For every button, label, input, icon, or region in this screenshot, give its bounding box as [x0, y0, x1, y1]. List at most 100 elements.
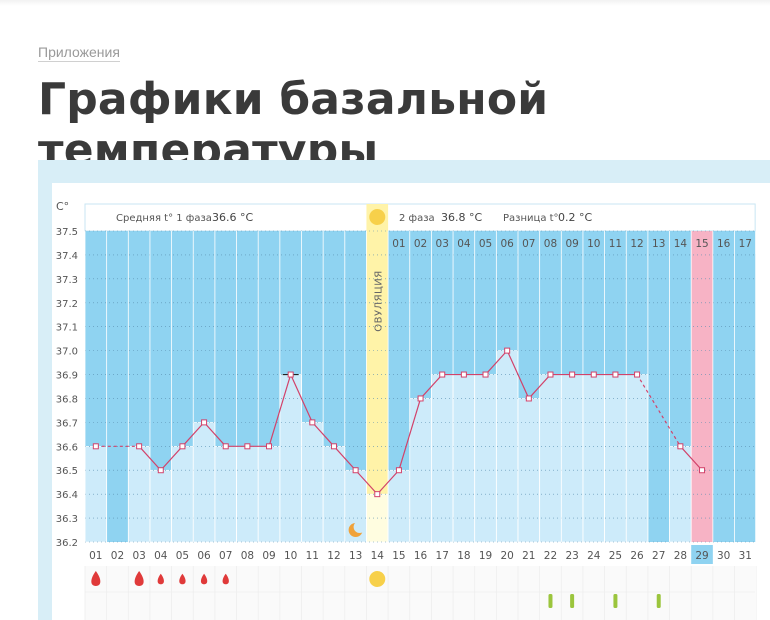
temp-point-day-06: [201, 419, 208, 426]
line-segment: [528, 374, 551, 399]
grid-lines: [84, 230, 757, 620]
ovulation-column: [366, 204, 389, 542]
temp-point-day-29: [699, 467, 706, 474]
y-tick-37.4: 37.4: [56, 251, 78, 262]
line-segment: [268, 374, 292, 447]
phase2-day-04: 04: [457, 238, 471, 250]
y-tick-37.2: 37.2: [56, 299, 78, 310]
temp-column-day-16: [409, 398, 432, 543]
temp-point-day-23: [569, 371, 576, 378]
y-tick-37.5: 37.5: [56, 227, 78, 238]
y-tick-36.4: 36.4: [56, 490, 78, 501]
blood-drop-icon: [134, 571, 144, 586]
blood-drop-icon: [200, 573, 208, 585]
temp-column-day-15: [387, 469, 411, 543]
day-label-05: 05: [176, 550, 189, 562]
unit-label: C°: [56, 200, 69, 213]
day-label-31: 31: [739, 550, 752, 562]
line-segment: [181, 421, 205, 447]
temp-point-day-07: [222, 443, 229, 450]
temp-point-day-16: [417, 395, 424, 402]
day-label-02: 02: [111, 550, 124, 562]
phase2-day-14: 14: [674, 238, 688, 250]
temp-point-day-04: [157, 467, 164, 474]
blood-drop-icon: [222, 573, 229, 585]
blood-drop-icon: [91, 571, 101, 586]
temperature-points: [92, 347, 706, 498]
temp-column-day-18: [452, 374, 475, 543]
phase2-day-17: 17: [739, 238, 752, 250]
line-segment: [485, 350, 508, 375]
temp-column-day-23: [560, 374, 584, 543]
temp-column-day-24: [582, 374, 605, 543]
phase2-day-13: 13: [652, 238, 665, 250]
phase2-day-06: 06: [500, 238, 514, 250]
phase2-day-05: 05: [479, 238, 492, 250]
temp-column-day-20: [496, 350, 519, 543]
highlighted-day-column: [691, 231, 713, 542]
phase2-day-12: 12: [630, 238, 643, 250]
sun-icon: [369, 209, 386, 225]
temp-point-day-26: [634, 371, 641, 378]
ovulation-label: ОВУЛЯЦИЯ: [373, 270, 384, 332]
mark-icon: [656, 594, 661, 608]
temp-point-day-22: [547, 371, 554, 378]
line-segment: [203, 421, 227, 447]
y-tick-37.1: 37.1: [56, 323, 78, 334]
day-label-14: 14: [371, 550, 385, 562]
day-label-25: 25: [609, 550, 622, 562]
header-bar: [84, 203, 756, 232]
y-axis-ticks: 37.5 37.4 37.3 37.2 37.1 37.0 36.9 36.8 36.7 36.6…: [56, 227, 78, 549]
y-tick-36.7: 36.7: [56, 418, 78, 429]
temp-point-day-17: [439, 371, 446, 378]
temp-point-day-14: [374, 491, 381, 498]
phase2-day-01: 01: [392, 238, 405, 250]
temp-point-day-12: [330, 443, 337, 450]
temp-column-day-19: [474, 374, 497, 543]
breadcrumb[interactable]: Приложения: [38, 44, 120, 62]
y-tick-37.3: 37.3: [56, 275, 78, 286]
day-label-16: 16: [414, 550, 428, 562]
highlighted-day-label-bg: [691, 545, 713, 564]
symptom-table: [85, 566, 756, 620]
phase2-day-15: 15: [695, 238, 708, 250]
mark-icon: [570, 594, 575, 608]
temp-point-day-21: [525, 395, 532, 402]
y-tick-36.5: 36.5: [56, 466, 78, 477]
chart-header: C° Средняя t° 1 фаза 36.6 °C 2 фаза 36.8…: [56, 200, 592, 224]
day-label-09: 09: [262, 550, 275, 562]
temp-column-day-05: [171, 446, 194, 543]
temp-column-day-08: [236, 446, 259, 543]
day-label-11: 11: [306, 550, 319, 562]
blood-drop-icon: [179, 573, 186, 585]
temp-point-day-11: [309, 419, 316, 426]
phase2-day-16: 16: [717, 238, 731, 250]
line-segment: [376, 469, 400, 495]
diff-value: 0.2 °C: [558, 211, 592, 224]
day-label-17: 17: [436, 550, 449, 562]
phase2-day-08: 08: [544, 238, 557, 250]
temp-point-day-19: [482, 371, 489, 378]
temp-point-day-18: [460, 371, 467, 378]
day-label-03: 03: [132, 550, 145, 562]
temperature-line: [95, 350, 703, 495]
y-tick-37.0: 37.0: [56, 347, 78, 358]
diff-label: Разница t°: [503, 213, 559, 224]
day-label-15: 15: [392, 550, 405, 562]
y-tick-36.6: 36.6: [56, 442, 78, 453]
temp-column-day-17: [431, 374, 454, 543]
day-label-13: 13: [349, 550, 362, 562]
temp-column-day-04: [149, 469, 172, 543]
phase2-value: 36.8 °C: [441, 211, 482, 224]
temp-point-day-28: [677, 443, 684, 450]
day-label-07: 07: [219, 550, 232, 562]
phase1-value: 36.6 °C: [212, 211, 253, 224]
line-segment: [420, 374, 443, 399]
temp-column-day-25: [604, 374, 627, 543]
day-label-30: 30: [717, 550, 730, 562]
temp-point-day-25: [612, 371, 619, 378]
day-label-23: 23: [565, 550, 578, 562]
temp-point-day-24: [590, 371, 597, 378]
mark-icon: [548, 594, 553, 608]
